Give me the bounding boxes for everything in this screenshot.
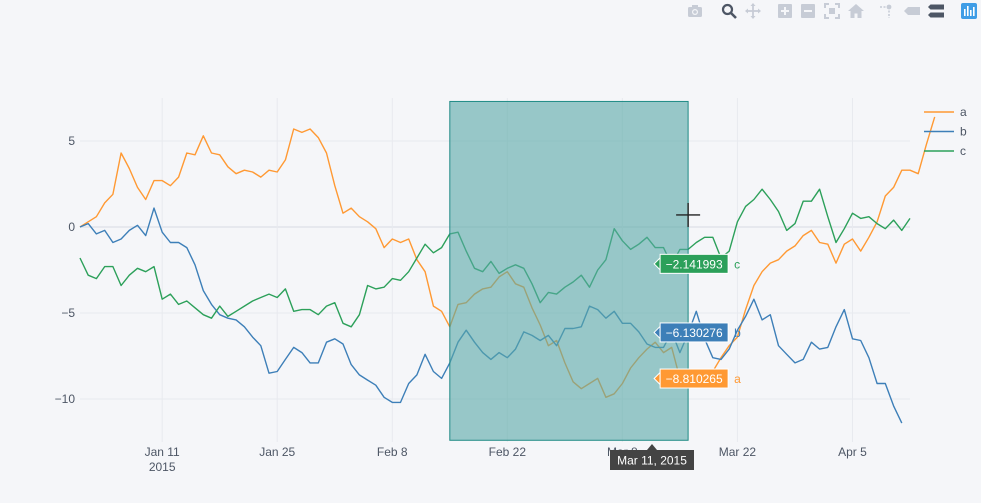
camera-icon[interactable] xyxy=(686,2,704,20)
hover-label-box xyxy=(659,253,729,274)
y-tick-label: −5 xyxy=(61,306,75,320)
zoom-out-icon[interactable] xyxy=(799,2,817,20)
legend-label: b xyxy=(960,125,967,139)
legend-item-b[interactable]: b xyxy=(924,125,967,139)
autoscale-icon[interactable] xyxy=(823,2,841,20)
x-tick-label: Jan 25 xyxy=(259,445,295,459)
hover-date-pointer xyxy=(647,444,657,450)
hover-date-label: Mar 11, 2015 xyxy=(610,444,694,470)
y-tick-label: −10 xyxy=(55,392,76,406)
crosshair-cursor xyxy=(676,202,701,227)
hover-label-c: −2.141993 c xyxy=(653,253,740,274)
zoom-selection-box[interactable] xyxy=(449,100,689,441)
x-tick-label: Feb 22 xyxy=(489,445,527,459)
x-tick-label: Feb 8 xyxy=(377,445,408,459)
legend-item-a[interactable]: a xyxy=(924,105,967,119)
hover-label-b: −6.130276 b xyxy=(653,322,741,343)
x-tick-label: Jan 11 xyxy=(145,445,180,459)
hover-date-box xyxy=(610,450,694,470)
pan-icon[interactable] xyxy=(744,2,762,20)
x-tick-label: Apr 5 xyxy=(838,445,867,459)
y-tick-label: 5 xyxy=(68,134,75,148)
legend-label: a xyxy=(960,105,967,119)
zoom-icon[interactable] xyxy=(720,2,738,20)
hover-label-a: −8.810265 a xyxy=(653,368,741,389)
hover-label-value: −2.141993 xyxy=(666,257,723,271)
hover-label-box xyxy=(659,322,729,343)
hover-compare-icon[interactable] xyxy=(927,2,945,20)
hover-label-name: a xyxy=(734,372,741,386)
y-tick-label: 0 xyxy=(68,220,75,234)
legend-label: c xyxy=(960,144,966,158)
spike-lines-icon[interactable] xyxy=(878,2,896,20)
hover-label-name: c xyxy=(734,257,740,271)
hover-closest-icon[interactable] xyxy=(903,2,921,20)
hover-label-value: −6.130276 xyxy=(666,326,723,340)
legend-item-c[interactable]: c xyxy=(924,144,966,158)
home-icon[interactable] xyxy=(847,2,865,20)
hover-label-name: b xyxy=(734,326,741,340)
hover-date-text: Mar 11, 2015 xyxy=(617,454,687,468)
hover-label-box xyxy=(659,368,729,389)
x-tick-sublabel: 2015 xyxy=(149,460,176,474)
zoom-in-icon[interactable] xyxy=(776,2,794,20)
hover-layer: −2.141993 c −6.130276 b −8.810265 a Mar 11, 20… xyxy=(610,202,741,470)
selection-layer[interactable] xyxy=(449,100,689,441)
legend[interactable]: abc xyxy=(924,105,967,158)
hover-label-value: −8.810265 xyxy=(666,372,723,386)
x-tick-label: Mar 22 xyxy=(719,445,757,459)
plotly-logo-icon[interactable] xyxy=(960,2,978,20)
